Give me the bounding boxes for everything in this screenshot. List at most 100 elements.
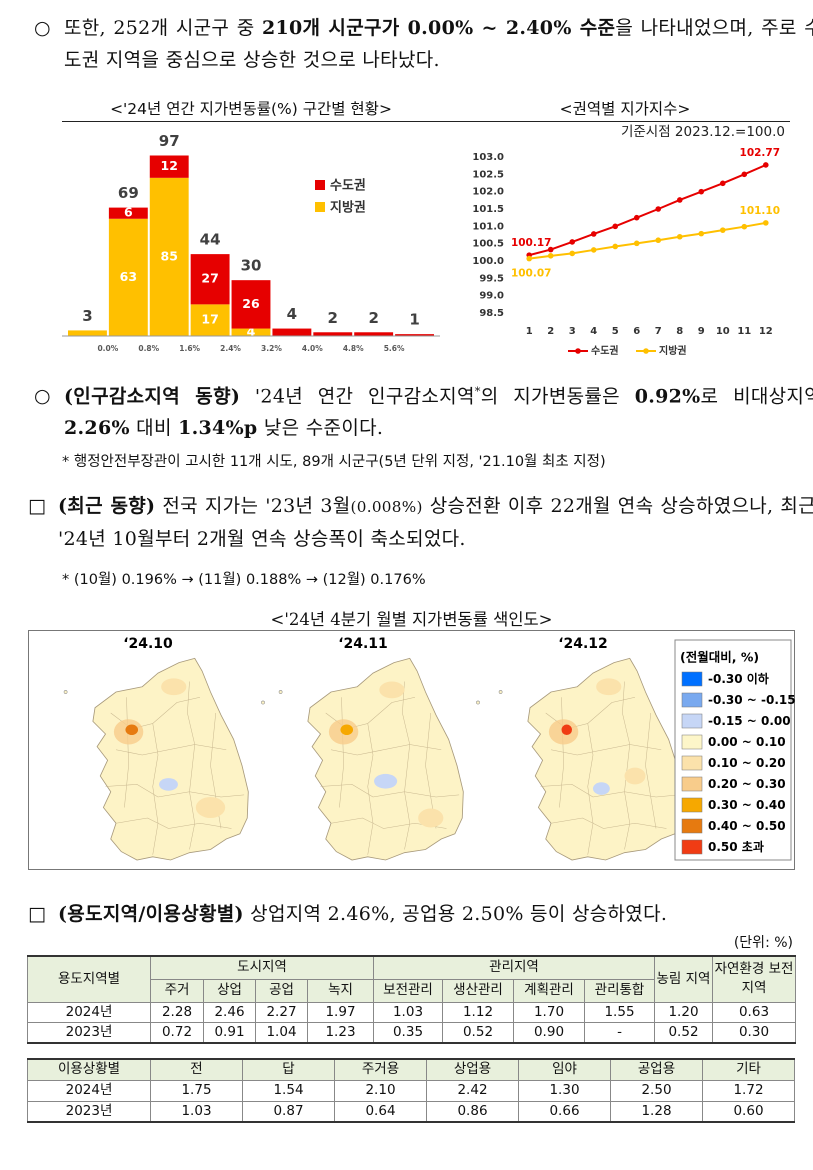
x-tick-label: 3 bbox=[569, 326, 576, 337]
total-label: 3 bbox=[82, 307, 92, 325]
point bbox=[762, 162, 769, 168]
legend-swatch bbox=[681, 797, 703, 813]
legend-swatch bbox=[681, 776, 703, 792]
data-cell: 2.42 bbox=[426, 1079, 519, 1102]
row-label: 2024년 bbox=[27, 1079, 151, 1102]
text-run: 2.26% bbox=[64, 417, 130, 440]
y-tick-label: 102.0 bbox=[472, 187, 504, 198]
data-cell: 2.50 bbox=[610, 1079, 703, 1102]
text-run: 또한, 252개 시군구 중 bbox=[64, 17, 262, 39]
header-row: 이용상황별 전 답 주거용 상업용 임야 공업용 기타 bbox=[27, 1058, 795, 1081]
x-tick-label: 0.8% bbox=[138, 344, 159, 353]
header-cell: 주거 bbox=[150, 978, 204, 1003]
bar-segment bbox=[149, 177, 189, 336]
data-cell: 2.27 bbox=[255, 1001, 308, 1023]
row-label: 2024년 bbox=[27, 1001, 151, 1023]
bar-segment bbox=[190, 304, 230, 336]
point bbox=[655, 206, 662, 212]
legend-label: 0.50 초과 bbox=[708, 839, 764, 854]
text-run: (0.008%) bbox=[350, 498, 423, 516]
region-patch bbox=[379, 681, 405, 699]
bar-segment bbox=[231, 328, 271, 336]
region-patch bbox=[624, 767, 646, 785]
legend-label: -0.30 이하 bbox=[708, 671, 769, 686]
x-tick-label: 2.4% bbox=[220, 344, 241, 353]
legend-label: 지방권 bbox=[659, 344, 687, 357]
data-cell: 0.35 bbox=[373, 1021, 443, 1043]
bullet-marker: □ bbox=[28, 903, 47, 925]
paragraph: □ (용도지역/이용상황별) 상업지역 2.46%, 공업용 2.50% 등이 상… bbox=[28, 898, 813, 930]
point bbox=[569, 239, 576, 245]
legend-label: 0.40 ~ 0.50 bbox=[708, 819, 786, 833]
map-title: <'24년 4분기 월별 지가변동률 색인도> bbox=[270, 610, 553, 629]
header-row: 용도지역별 도시지역 관리지역 농림 지역 자연환경 보전지역 bbox=[27, 955, 796, 1003]
header-cell: 주거용 bbox=[334, 1058, 427, 1081]
x-tick-label: 2 bbox=[547, 326, 554, 337]
data-label: 100.17 bbox=[511, 237, 552, 249]
data-cell: 0.86 bbox=[426, 1100, 519, 1123]
legend-label: 0.30 ~ 0.40 bbox=[708, 798, 786, 812]
total-label: 44 bbox=[200, 231, 221, 249]
region-patch bbox=[340, 724, 354, 736]
footnote: * (10월) 0.196% → (11월) 0.188% → (12월) 0.… bbox=[62, 572, 426, 588]
point bbox=[676, 233, 683, 240]
header-cell: 기타 bbox=[702, 1058, 795, 1081]
x-tick-label: 5.6% bbox=[384, 344, 405, 353]
data-cell: 1.12 bbox=[442, 1001, 514, 1023]
paragraph: □ (최근 동향) 전국 지가는 '23년 3월(0.008%) 상승전환 이후 … bbox=[28, 490, 813, 555]
total-label: 1 bbox=[409, 311, 419, 329]
bar-segment bbox=[313, 332, 353, 336]
bullet-marker: □ bbox=[28, 495, 47, 517]
chart-title: <'24년 연간 지가변동률(%) 구간별 현황> bbox=[110, 100, 392, 118]
text-run: '24년 연간 인구감소지역 bbox=[240, 385, 475, 408]
header-cell: 공업용 bbox=[610, 1058, 703, 1081]
data-cell: 0.64 bbox=[334, 1100, 427, 1123]
y-tick-label: 103.0 bbox=[472, 152, 504, 163]
legend-swatch bbox=[681, 818, 703, 834]
panel-label: ‘24.11 bbox=[338, 636, 388, 652]
x-tick-label: 4 bbox=[590, 326, 597, 337]
text-run: 상승전환 이후 22개월 연속 상승하였으나, 최근 '24년 10월부터 2개… bbox=[58, 495, 813, 550]
legend-label: 0.10 ~ 0.20 bbox=[708, 756, 786, 770]
series-line bbox=[528, 164, 767, 257]
data-row: 2023년 0.72 0.91 1.04 1.23 0.35 0.52 0.90-0.52 0.… bbox=[27, 1021, 796, 1043]
data-label: 102.77 bbox=[740, 147, 781, 159]
text-run: 로 비대상지역 bbox=[700, 385, 813, 408]
data-cell: 1.03 bbox=[373, 1001, 443, 1023]
legend-label: -0.30 ~ -0.15 bbox=[708, 693, 795, 707]
legend-swatch bbox=[681, 734, 703, 750]
x-tick-label: 6 bbox=[633, 326, 640, 337]
legend-marker bbox=[643, 348, 649, 354]
region-patch bbox=[593, 782, 610, 795]
data-cell: 0.60 bbox=[702, 1100, 795, 1123]
header-cell: 계획관리 bbox=[513, 978, 585, 1003]
data-cell: 0.52 bbox=[442, 1021, 514, 1043]
legend-swatch bbox=[681, 713, 703, 729]
paragraph: ○ 또한, 252개 시군구 중 210개 시군구가 0.00% ~ 2.40% … bbox=[34, 12, 813, 76]
y-tick-label: 98.5 bbox=[479, 308, 504, 319]
text-run: * bbox=[474, 384, 481, 398]
bar-segment bbox=[354, 332, 394, 336]
point bbox=[526, 255, 533, 262]
legend-swatch bbox=[315, 202, 325, 212]
region-patch bbox=[125, 724, 139, 736]
data-label: 26 bbox=[242, 296, 260, 311]
legend-swatch bbox=[681, 755, 703, 771]
x-tick-label: 3.2% bbox=[261, 344, 282, 353]
x-tick-label: 9 bbox=[698, 326, 705, 337]
data-label: 17 bbox=[201, 312, 218, 327]
x-tick-label: 1 bbox=[526, 326, 533, 337]
point bbox=[590, 247, 597, 253]
y-tick-label: 99.5 bbox=[479, 273, 504, 284]
header-cell: 녹지 bbox=[307, 978, 374, 1003]
total-label: 4 bbox=[287, 305, 297, 323]
data-cell: 1.28 bbox=[610, 1100, 703, 1123]
row-label: 2023년 bbox=[27, 1021, 151, 1043]
bar-segment bbox=[272, 328, 312, 336]
legend-marker bbox=[575, 348, 581, 354]
total-label: 30 bbox=[241, 257, 262, 275]
header-cell: 상업용 bbox=[426, 1058, 519, 1081]
header-cell: 용도지역별 bbox=[27, 955, 151, 1003]
data-cell: - bbox=[584, 1021, 655, 1043]
